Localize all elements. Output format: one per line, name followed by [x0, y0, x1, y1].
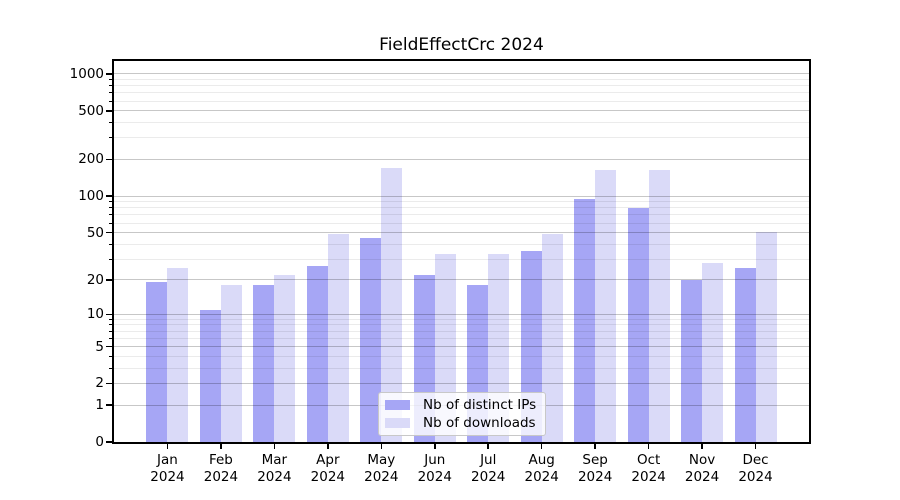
y-tick-label: 500 — [78, 102, 104, 119]
x-tick-label-mar: Mar 2024 — [257, 452, 292, 485]
bar-oct-distinct-ips — [627, 207, 649, 442]
x-tick-label-aug: Aug 2024 — [524, 452, 559, 485]
x-tick-mark — [220, 444, 222, 449]
bar-may-downloads — [381, 167, 403, 442]
x-tick-mark — [701, 444, 703, 449]
y-tick-label: 100 — [78, 188, 104, 205]
x-tick-label-feb: Feb 2024 — [203, 452, 239, 485]
bar-may-distinct-ips — [360, 238, 382, 442]
x-tick-label-sep: Sep 2024 — [577, 452, 613, 485]
bar-nov-downloads — [702, 262, 724, 442]
bar-feb-downloads — [220, 285, 242, 442]
legend-item-distinct-ips: Nb of distinct IPs — [385, 397, 536, 414]
bar-mar-distinct-ips — [253, 285, 275, 442]
y-tick-label: 50 — [86, 224, 104, 241]
x-tick-mark — [327, 444, 329, 449]
x-tick-label-jun: Jun 2024 — [417, 452, 452, 485]
bar-dec-distinct-ips — [734, 268, 756, 442]
bar-mar-downloads — [274, 274, 296, 442]
legend-label-downloads: Nb of downloads — [423, 414, 536, 431]
y-tick-label: 0 — [95, 434, 104, 450]
legend: Nb of distinct IPs Nb of downloads — [378, 392, 547, 436]
bar-nov-distinct-ips — [681, 279, 703, 442]
bar-apr-downloads — [327, 233, 349, 442]
x-tick-mark — [647, 444, 650, 449]
x-tick-label-oct: Oct 2024 — [631, 452, 666, 485]
y-tick-label: 1 — [95, 397, 104, 414]
y-tick-label: 5 — [95, 338, 104, 355]
x-tick-mark — [540, 444, 543, 449]
y-tick-label: 1000 — [69, 65, 104, 82]
legend-swatch-distinct-ips-icon — [385, 400, 410, 411]
bar-dec-downloads — [755, 231, 777, 442]
legend-swatch-downloads-icon — [385, 417, 410, 428]
x-tick-mark — [434, 444, 436, 449]
bar-apr-distinct-ips — [306, 266, 328, 442]
x-tick-mark — [594, 444, 596, 449]
x-tick-label-may: May 2024 — [364, 452, 399, 485]
x-tick-mark — [754, 444, 757, 449]
x-tick-mark — [487, 444, 489, 449]
legend-label-distinct-ips: Nb of distinct IPs — [423, 397, 537, 413]
y-tick-label: 200 — [78, 151, 104, 168]
bar-sep-distinct-ips — [574, 198, 596, 442]
legend-item-downloads: Nb of downloads — [385, 415, 536, 432]
plot-area — [112, 59, 811, 444]
x-tick-label-jan: Jan 2024 — [150, 452, 185, 485]
bar-oct-downloads — [648, 169, 670, 442]
bar-sep-downloads — [595, 169, 617, 442]
bars-layer — [114, 61, 809, 442]
x-tick-mark — [273, 444, 276, 449]
x-tick-mark — [380, 444, 383, 449]
x-tick-label-dec: Dec 2024 — [738, 452, 773, 485]
x-tick-label-apr: Apr 2024 — [310, 452, 346, 485]
x-tick-label-jul: Jul 2024 — [471, 452, 506, 485]
x-tick-mark — [166, 444, 169, 449]
bar-jan-downloads — [167, 268, 189, 442]
y-tick-label: 2 — [95, 375, 104, 392]
bar-feb-distinct-ips — [199, 309, 221, 442]
chart-title: FieldEffectCrc 2024 — [379, 35, 544, 55]
bar-jan-distinct-ips — [146, 282, 168, 442]
y-tick-label: 20 — [86, 271, 104, 288]
bar-aug-downloads — [541, 233, 563, 442]
x-tick-label-nov: Nov 2024 — [684, 452, 720, 485]
y-tick-label: 10 — [86, 306, 104, 323]
